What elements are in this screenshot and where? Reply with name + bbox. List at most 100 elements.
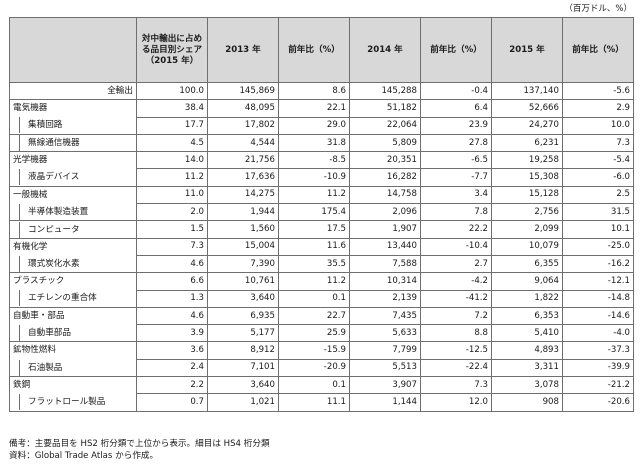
header-share: 対中輸出に占める品目別シェア（2015 年） [136,17,208,83]
cell-c2015: -14.6 [562,306,634,326]
cell-v2014: 13,440 [349,237,421,256]
cell-v2015: 2,099 [491,220,563,239]
row-label: 電気機器 [9,99,137,118]
cell-c2015: -4.0 [562,324,634,343]
cell-v2014: 145,288 [349,81,421,101]
cell-v2013: 10,761 [207,272,279,291]
table-row: 全輸出 100.0 145,869 8.6 145,288 -0.4 137,140 -5.6 [9,81,634,101]
cell-c2013: -10.9 [278,168,350,187]
cell-share: 17.7 [136,116,208,135]
cell-v2014: 7,799 [349,341,421,360]
table-row: 環式炭化水素 4.6 7,390 35.5 7,588 2.7 6,355 -16.2 [9,254,634,274]
cell-v2013: 15,004 [207,237,279,256]
row-label: プラスチック [9,272,137,291]
cell-share: 11.0 [136,185,208,205]
cell-c2014: 6.4 [420,99,492,118]
cell-v2013: 8,912 [207,341,279,360]
cell-c2015: -6.0 [562,168,634,187]
row-label-text: 半導体製造装置 [19,203,133,220]
cell-v2013: 7,101 [207,358,279,378]
cell-v2015: 2,756 [491,203,563,222]
cell-v2015: 4,893 [491,341,563,360]
cell-v2014: 2,139 [349,289,421,308]
row-label: 鉱物性燃料 [9,341,137,360]
cell-c2015: -5.4 [562,151,634,170]
cell-c2013: 8.6 [278,81,350,101]
row-label: 全輸出 [9,81,137,101]
cell-v2015: 10,079 [491,237,563,256]
cell-c2013: 29.0 [278,116,350,135]
row-label-text: 集積回路 [19,117,133,134]
table-row: 集積回路 17.7 17,802 29.0 22,064 23.9 24,270 10.0 [9,116,634,135]
header-2015: 2015 年 [491,17,563,83]
table-row: 自動車・部品 4.6 6,935 22.7 7,435 7.2 6,353 -14.6 [9,306,634,326]
row-label: 環式炭化水素 [9,255,137,274]
cell-v2015: 52,666 [491,99,563,118]
header-empty [9,17,137,83]
cell-v2014: 1,144 [349,393,421,412]
cell-share: 6.6 [136,272,208,291]
cell-c2014: -10.4 [420,237,492,256]
cell-share: 14.0 [136,151,208,170]
table-row: エチレンの重合体 1.3 3,640 0.1 2,139 -41.2 1,822 -14.8 [9,289,634,308]
cell-c2014: -6.5 [420,151,492,170]
cell-v2014: 1,907 [349,220,421,239]
cell-c2013: -15.9 [278,341,350,360]
cell-v2015: 24,270 [491,116,563,135]
cell-v2013: 17,802 [207,116,279,135]
cell-v2015: 5,410 [491,324,563,343]
cell-v2013: 3,640 [207,289,279,308]
row-label: 鉄鋼 [9,376,137,394]
header-2013: 2013 年 [207,17,279,83]
row-label: コンピュータ [9,220,137,239]
row-label: 光学機器 [9,151,137,169]
cell-v2015: 3,311 [491,358,563,378]
cell-v2014: 2,096 [349,203,421,222]
cell-share: 3.6 [136,341,208,360]
cell-v2014: 5,633 [349,324,421,343]
row-label: 自動車部品 [9,324,137,343]
unit-label: （百万ドル、%） [564,4,632,14]
cell-c2015: -16.2 [562,254,634,274]
cell-c2014: -7.7 [420,168,492,187]
cell-c2013: 11.6 [278,237,350,256]
cell-share: 7.3 [136,237,208,256]
cell-c2014: 22.2 [420,220,492,239]
cell-c2013: 11.2 [278,272,350,291]
cell-c2014: -41.2 [420,289,492,308]
cell-v2013: 3,640 [207,376,279,395]
cell-v2015: 3,078 [491,376,563,395]
cell-share: 2.2 [136,376,208,395]
cell-c2014: 27.8 [420,133,492,153]
cell-c2014: 7.2 [420,306,492,326]
row-label-text: 自動車部品 [19,325,133,341]
cell-c2014: 7.8 [420,203,492,222]
row-label-text: エチレンの重合体 [19,290,133,307]
cell-share: 100.0 [136,81,208,101]
cell-c2015: 10.0 [562,116,634,135]
cell-v2014: 14,758 [349,185,421,205]
cell-v2013: 5,177 [207,324,279,343]
cell-c2015: -20.6 [562,393,634,412]
row-label: エチレンの重合体 [9,290,137,308]
table-row: フラットロール製品 0.7 1,021 11.1 1,144 12.0 908 -20.6 [9,393,634,412]
notes: 備考：主要品目を HS2 桁分類で上位から表示。細目は HS4 桁分類 資料：G… [9,438,270,462]
row-label: 無線通信機器 [9,134,137,153]
cell-v2015: 137,140 [491,81,563,101]
header-change-2015: 前年比（%） [562,17,634,83]
row-label: 一般機械 [9,185,137,204]
cell-c2013: -20.9 [278,358,350,378]
cell-c2013: 11.1 [278,393,350,412]
cell-c2014: -22.4 [420,358,492,378]
table-row: 無線通信機器 4.5 4,544 31.8 5,809 27.8 6,231 7.3 [9,133,634,153]
cell-v2015: 15,308 [491,168,563,187]
row-label: 半導体製造装置 [9,203,137,222]
cell-v2015: 1,822 [491,289,563,308]
table-row: 一般機械 11.0 14,275 11.2 14,758 3.4 15,128 2.5 [9,185,634,205]
remark-note: 備考：主要品目を HS2 桁分類で上位から表示。細目は HS4 桁分類 [9,439,270,449]
cell-share: 0.7 [136,393,208,412]
row-label-text: 液晶デバイス [19,169,133,186]
table-row: 石油製品 2.4 7,101 -20.9 5,513 -22.4 3,311 -39.9 [9,358,634,378]
cell-v2014: 7,435 [349,306,421,326]
cell-v2013: 1,560 [207,220,279,239]
